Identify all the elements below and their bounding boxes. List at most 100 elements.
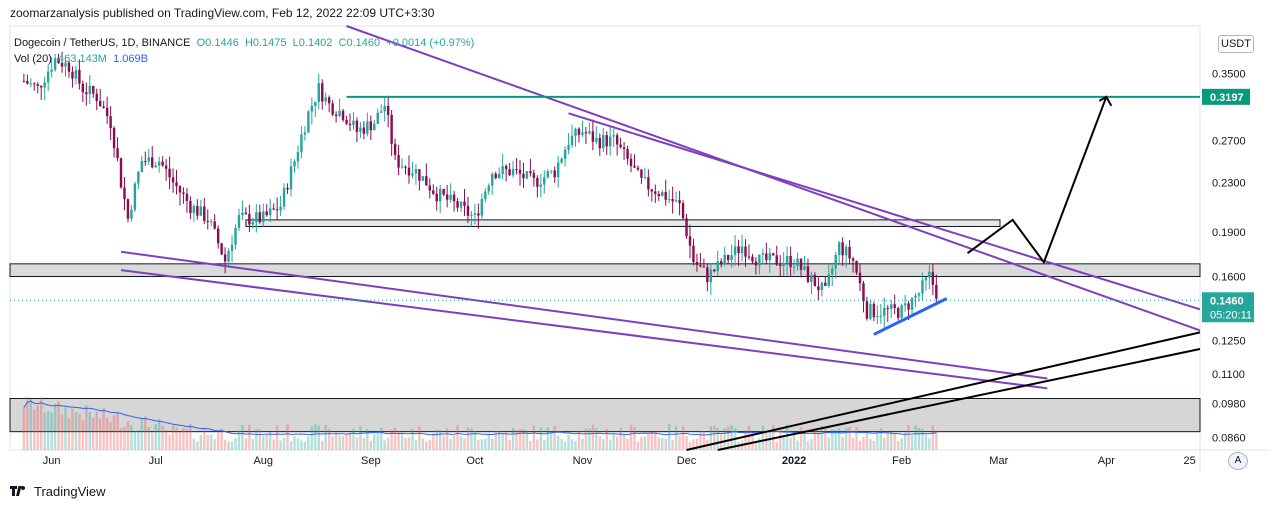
volume-bar xyxy=(268,432,272,450)
candle-body xyxy=(550,170,553,172)
candle-body xyxy=(334,114,338,117)
volume-bar xyxy=(799,427,803,450)
volume-bar xyxy=(796,440,799,450)
volume-bar xyxy=(109,422,112,450)
volume-bar xyxy=(248,424,251,450)
volume-bar xyxy=(178,432,182,450)
candle-body xyxy=(699,264,702,267)
tradingview-logo-icon xyxy=(10,485,25,496)
candle-body xyxy=(615,135,619,145)
zones xyxy=(9,219,1201,433)
candle-body xyxy=(473,213,477,216)
candle-body xyxy=(286,187,289,190)
candle-body xyxy=(192,205,196,213)
candle-body xyxy=(605,135,608,147)
x-tick-label: Nov xyxy=(573,455,593,467)
volume-bar xyxy=(81,419,85,450)
volume-bar xyxy=(119,428,123,450)
candle-body xyxy=(914,295,917,298)
candle-body xyxy=(539,184,543,187)
candle-body xyxy=(480,199,484,216)
channel-upper-line-2 xyxy=(568,112,1201,311)
volume-bar xyxy=(778,429,782,450)
candle-body xyxy=(154,165,157,168)
volume-bar xyxy=(831,429,834,450)
volume-bar xyxy=(317,425,320,450)
candle-body xyxy=(418,169,421,181)
candle-body xyxy=(373,123,376,131)
volume-bar xyxy=(50,412,53,450)
volume-bar xyxy=(438,430,442,450)
volume-bar xyxy=(921,429,924,450)
candle-body xyxy=(338,110,341,117)
x-tick-label: Oct xyxy=(466,455,483,467)
x-tick-label: Aug xyxy=(253,455,273,467)
candle-body xyxy=(293,161,296,167)
volume-bar xyxy=(768,431,772,450)
candle-body xyxy=(827,274,830,286)
brand-label: TradingView xyxy=(34,484,106,499)
candle-body xyxy=(858,272,862,284)
volume-bar xyxy=(418,426,421,450)
volume-bar xyxy=(265,434,268,450)
volume-bar xyxy=(60,414,64,450)
resistance-zone xyxy=(245,219,1001,227)
x-tick-label: Feb xyxy=(892,455,911,467)
candle-body xyxy=(362,127,366,134)
candle-body xyxy=(778,264,782,266)
candle-body xyxy=(255,212,258,223)
candle-body xyxy=(935,284,938,299)
volume-bar xyxy=(935,430,938,450)
volume-bar xyxy=(563,441,567,450)
auto-scale-button[interactable]: A xyxy=(1228,452,1248,470)
volume-label: Vol (20) xyxy=(14,53,52,65)
volume-bar xyxy=(837,428,841,450)
volume-bar xyxy=(792,432,796,450)
candle-body xyxy=(667,198,671,200)
volume-bar xyxy=(598,435,602,450)
candle-body xyxy=(657,194,660,197)
candle-body xyxy=(477,213,480,216)
candle-body xyxy=(789,255,792,268)
currency-button[interactable]: USDT xyxy=(1218,35,1254,53)
candle-body xyxy=(772,253,775,256)
volume-bar xyxy=(33,409,36,450)
volume-bar xyxy=(529,440,532,450)
volume-bar xyxy=(550,430,553,450)
high-value: H0.1475 xyxy=(244,37,287,49)
candle-body xyxy=(515,169,518,171)
candle-body xyxy=(674,200,678,202)
candle-body xyxy=(71,71,74,79)
candle-body xyxy=(171,177,175,183)
candle-body xyxy=(168,168,171,178)
candle-body xyxy=(241,212,244,215)
candle-body xyxy=(629,158,633,167)
candle-body xyxy=(321,83,324,102)
candle-body xyxy=(463,201,466,206)
volume-bar xyxy=(196,441,199,450)
volume-bar xyxy=(622,434,626,450)
candle-body xyxy=(185,193,189,201)
candle-body xyxy=(574,128,577,136)
volume-bar xyxy=(355,437,359,450)
volume-bar xyxy=(536,439,539,450)
volume-bar xyxy=(654,432,657,450)
candle-body xyxy=(813,274,817,287)
support-zone xyxy=(9,263,1201,277)
volume-bar xyxy=(282,437,286,450)
volume-bar xyxy=(591,424,595,450)
volume-bar xyxy=(88,411,92,450)
volume-bar xyxy=(730,425,733,450)
volume-bar xyxy=(92,417,95,450)
volume-bar xyxy=(567,434,570,450)
volume-bars xyxy=(22,396,938,450)
volume-bar xyxy=(657,437,660,450)
volume-bar xyxy=(78,413,81,450)
volume-bar xyxy=(754,441,758,450)
volume-bar xyxy=(137,429,140,450)
short-trend-line xyxy=(873,297,948,336)
candle-body xyxy=(366,121,369,134)
chart-legend: Dogecoin / TetherUS, 1D, BINANCE O0.1446… xyxy=(14,35,474,67)
candle-body xyxy=(393,143,397,155)
